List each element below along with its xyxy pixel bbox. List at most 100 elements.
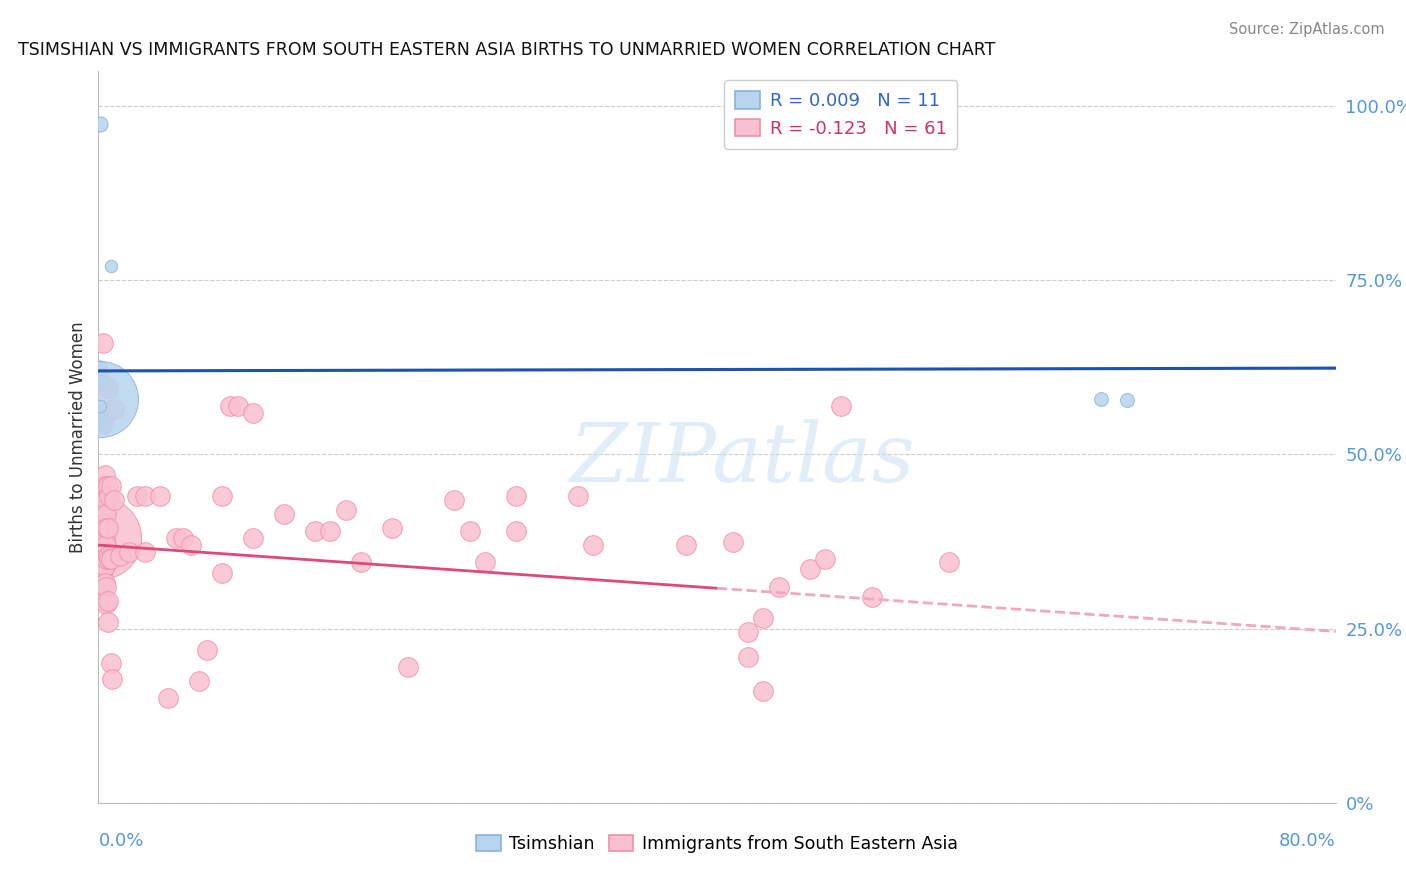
Point	[474, 556, 496, 570]
Point	[582, 538, 605, 552]
Point	[96, 580, 118, 594]
Point	[149, 489, 172, 503]
Point	[93, 545, 115, 559]
Point	[93, 531, 115, 545]
Point	[93, 468, 115, 483]
Point	[91, 549, 114, 563]
Point	[100, 657, 122, 671]
Point	[97, 521, 120, 535]
Point	[242, 406, 264, 420]
Point	[89, 531, 111, 545]
Point	[165, 531, 187, 545]
Point	[93, 419, 115, 434]
Point	[505, 489, 527, 503]
Point	[91, 534, 114, 549]
Point	[814, 552, 837, 566]
Point	[127, 489, 149, 503]
Point	[752, 684, 775, 698]
Point	[90, 538, 112, 552]
Point	[97, 615, 120, 629]
Point	[1116, 393, 1139, 408]
Point	[91, 521, 114, 535]
Point	[96, 538, 118, 552]
Point	[752, 611, 775, 625]
Point	[103, 402, 125, 417]
Point	[98, 489, 121, 503]
Point	[396, 660, 419, 674]
Point	[134, 545, 156, 559]
Point	[195, 642, 218, 657]
Point	[1090, 392, 1112, 406]
Y-axis label: Births to Unmarried Women: Births to Unmarried Women	[69, 321, 87, 553]
Point	[90, 503, 112, 517]
Point	[242, 531, 264, 545]
Point	[226, 399, 249, 413]
Point	[91, 416, 114, 430]
Point	[108, 549, 131, 563]
Point	[90, 483, 112, 497]
Point	[90, 569, 112, 583]
Point	[97, 594, 120, 608]
Text: 0.0%: 0.0%	[98, 832, 143, 850]
Point	[505, 524, 527, 538]
Point	[93, 517, 115, 532]
Point	[118, 545, 141, 559]
Legend: Tsimshian, Immigrants from South Eastern Asia: Tsimshian, Immigrants from South Eastern…	[470, 828, 965, 860]
Point	[938, 556, 960, 570]
Point	[89, 569, 111, 583]
Point	[103, 492, 125, 507]
Point	[96, 552, 118, 566]
Point	[567, 489, 589, 503]
Point	[101, 672, 124, 686]
Point	[93, 558, 115, 573]
Point	[100, 260, 122, 274]
Point	[737, 625, 759, 640]
Point	[173, 531, 195, 545]
Point	[830, 399, 852, 413]
Point	[91, 562, 114, 576]
Text: ZIPatlas: ZIPatlas	[569, 419, 914, 499]
Point	[97, 381, 120, 395]
Point	[97, 479, 120, 493]
Point	[96, 597, 118, 611]
Point	[211, 489, 233, 503]
Point	[89, 399, 111, 413]
Point	[89, 117, 111, 131]
Point	[96, 406, 118, 420]
Point	[737, 649, 759, 664]
Point	[93, 576, 115, 591]
Point	[443, 492, 465, 507]
Point	[219, 399, 242, 413]
Point	[335, 503, 357, 517]
Point	[675, 538, 697, 552]
Point	[211, 566, 233, 580]
Point	[799, 562, 821, 576]
Point	[91, 412, 114, 426]
Point	[90, 524, 112, 538]
Text: Source: ZipAtlas.com: Source: ZipAtlas.com	[1229, 22, 1385, 37]
Point	[89, 562, 111, 576]
Point	[91, 507, 114, 521]
Point	[89, 392, 111, 406]
Point	[100, 479, 122, 493]
Point	[304, 524, 326, 538]
Point	[90, 558, 112, 573]
Text: TSIMSHIAN VS IMMIGRANTS FROM SOUTH EASTERN ASIA BIRTHS TO UNMARRIED WOMEN CORREL: TSIMSHIAN VS IMMIGRANTS FROM SOUTH EASTE…	[18, 41, 995, 59]
Point	[91, 492, 114, 507]
Point	[96, 521, 118, 535]
Point	[91, 479, 114, 493]
Point	[96, 492, 118, 507]
Point	[721, 534, 744, 549]
Point	[90, 549, 112, 563]
Point	[96, 479, 118, 493]
Point	[273, 507, 295, 521]
Point	[89, 549, 111, 563]
Point	[458, 524, 481, 538]
Point	[90, 368, 112, 382]
Point	[134, 489, 156, 503]
Point	[319, 524, 342, 538]
Point	[100, 552, 122, 566]
Point	[93, 594, 115, 608]
Point	[860, 591, 883, 605]
Point	[97, 549, 120, 563]
